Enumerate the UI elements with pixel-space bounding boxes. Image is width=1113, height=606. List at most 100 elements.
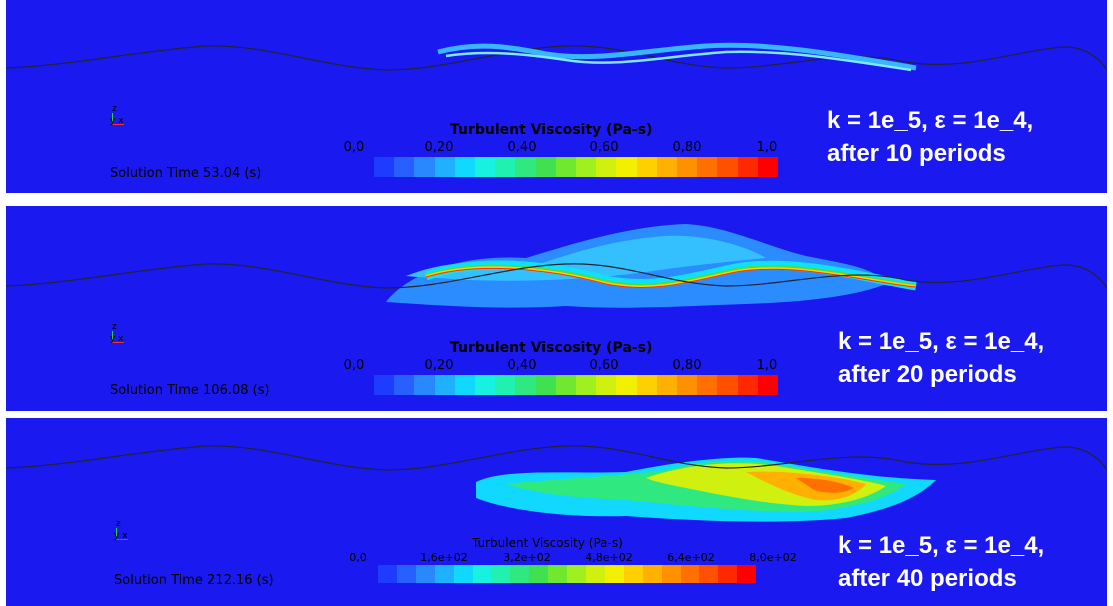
colorbar-swatch: [596, 375, 617, 395]
legend-tick: 0,20: [424, 358, 454, 373]
plot-panel-3: z y x Solution Time 212.16 (s) Turbulent…: [6, 418, 1107, 606]
colorbar-swatch: [616, 375, 637, 395]
colorbar: [374, 157, 779, 177]
colorbar-swatch: [475, 375, 496, 395]
colorbar-swatch: [453, 565, 473, 583]
colorbar-swatch: [567, 565, 586, 583]
legend-tick: 0,80: [672, 358, 702, 373]
legend-title: Turbulent Viscosity (Pa-s): [472, 536, 623, 550]
viscosity-field: [6, 224, 1107, 308]
colorbar-swatch: [515, 157, 536, 177]
colorbar-swatch: [585, 565, 605, 583]
colorbar-swatch: [434, 375, 455, 395]
colorbar-swatch: [699, 565, 719, 583]
legend-tick: 8,0e+02: [749, 551, 797, 564]
colorbar-swatch: [636, 157, 657, 177]
colorbar-swatch: [697, 375, 718, 395]
colorbar-swatch: [414, 157, 435, 177]
caption-line-2: after 40 periods: [838, 565, 1017, 592]
colorbar-swatch: [434, 565, 454, 583]
colorbar-swatch: [656, 375, 678, 395]
colorbar-swatch: [636, 375, 657, 395]
legend-tick: 3,2e+02: [503, 551, 551, 564]
legend-tick: 1,6e+02: [420, 551, 468, 564]
solution-time: Solution Time 212.16 (s): [114, 573, 274, 588]
colorbar-swatch: [677, 157, 698, 177]
axis-z-label: z: [112, 104, 117, 114]
colorbar-swatch: [434, 157, 455, 177]
legend-tick: 1,0: [756, 358, 778, 373]
colorbar-swatch: [737, 157, 758, 177]
colorbar-swatch: [374, 157, 395, 177]
colorbar-swatch: [529, 565, 549, 583]
colorbar-swatch: [680, 565, 700, 583]
colorbar-swatch: [677, 375, 698, 395]
colorbar-swatch: [757, 157, 779, 177]
caption-line-2: after 20 periods: [838, 361, 1017, 388]
legend-tick: 1,0: [756, 140, 778, 155]
colorbar-swatch: [548, 565, 568, 583]
viscosity-field: [6, 42, 1107, 72]
colorbar-swatch: [737, 375, 758, 395]
colorbar-swatch: [510, 565, 530, 583]
caption-line-1: k = 1e_5, ε = 1e_4,: [838, 328, 1045, 355]
colorbar-swatch: [378, 565, 397, 583]
legend-tick: 0,20: [424, 140, 454, 155]
colorbar-swatch: [535, 157, 556, 177]
legend-tick: 0,60: [589, 358, 619, 373]
colorbar-swatch: [697, 157, 718, 177]
colorbar-swatch: [576, 375, 597, 395]
colorbar-swatch: [596, 157, 617, 177]
colorbar-swatch: [555, 157, 577, 177]
legend-tick: 0,0: [343, 358, 365, 373]
colorbar-swatch: [535, 375, 556, 395]
colorbar-swatch: [495, 157, 516, 177]
colorbar-swatch: [415, 565, 435, 583]
colorbar-swatch: [515, 375, 536, 395]
colorbar-swatch: [642, 565, 662, 583]
case-caption: k = 1e_5, ε = 1e_4, after 20 periods: [838, 325, 1044, 391]
colorbar-swatch: [414, 375, 435, 395]
legend-tick: 6,4e+02: [667, 551, 715, 564]
axis-z-label: z: [112, 322, 117, 332]
legend-tick: 0,40: [507, 140, 537, 155]
solution-time: Solution Time 53.04 (s): [110, 166, 262, 181]
legend-tick: 0,80: [672, 140, 702, 155]
colorbar-swatch: [374, 375, 395, 395]
colorbar-swatch: [394, 375, 415, 395]
caption-line-1: k = 1e_5, ε = 1e_4,: [838, 532, 1045, 559]
colorbar-swatch: [491, 565, 511, 583]
colorbar-swatch: [616, 157, 637, 177]
axis-yx-label: y x: [110, 116, 124, 126]
legend-tick: 0,40: [507, 358, 537, 373]
colorbar-swatch: [737, 565, 757, 583]
colorbar-swatch: [396, 565, 416, 583]
colorbar: [374, 375, 779, 395]
colorbar-swatch: [717, 375, 738, 395]
plot-panel-1: z y x Solution Time 53.04 (s) Turbulent …: [6, 0, 1107, 193]
colorbar-swatch: [475, 157, 496, 177]
colorbar-swatch: [555, 375, 577, 395]
colorbar-swatch: [757, 375, 779, 395]
colorbar-swatch: [717, 157, 738, 177]
legend-title: Turbulent Viscosity (Pa-s): [450, 122, 653, 138]
solution-time: Solution Time 106.08 (s): [110, 383, 270, 398]
colorbar-swatch: [472, 565, 492, 583]
colorbar-swatch: [623, 565, 643, 583]
viscosity-field: [6, 445, 1107, 522]
caption-line-1: k = 1e_5, ε = 1e_4,: [827, 107, 1034, 134]
colorbar-swatch: [454, 375, 476, 395]
axis-yx-label: y x: [110, 334, 124, 344]
axis-z-label: z: [116, 519, 121, 529]
axis-yx-label: y x: [114, 531, 128, 541]
colorbar: [378, 565, 757, 583]
case-caption: k = 1e_5, ε = 1e_4, after 10 periods: [827, 104, 1033, 170]
legend-tick: 0,0: [343, 140, 365, 155]
legend-tick: 0,60: [589, 140, 619, 155]
colorbar-swatch: [661, 565, 681, 583]
case-caption: k = 1e_5, ε = 1e_4, after 40 periods: [838, 529, 1044, 595]
colorbar-swatch: [604, 565, 624, 583]
colorbar-swatch: [656, 157, 678, 177]
legend-tick: 0,0: [349, 551, 367, 564]
colorbar-swatch: [718, 565, 738, 583]
